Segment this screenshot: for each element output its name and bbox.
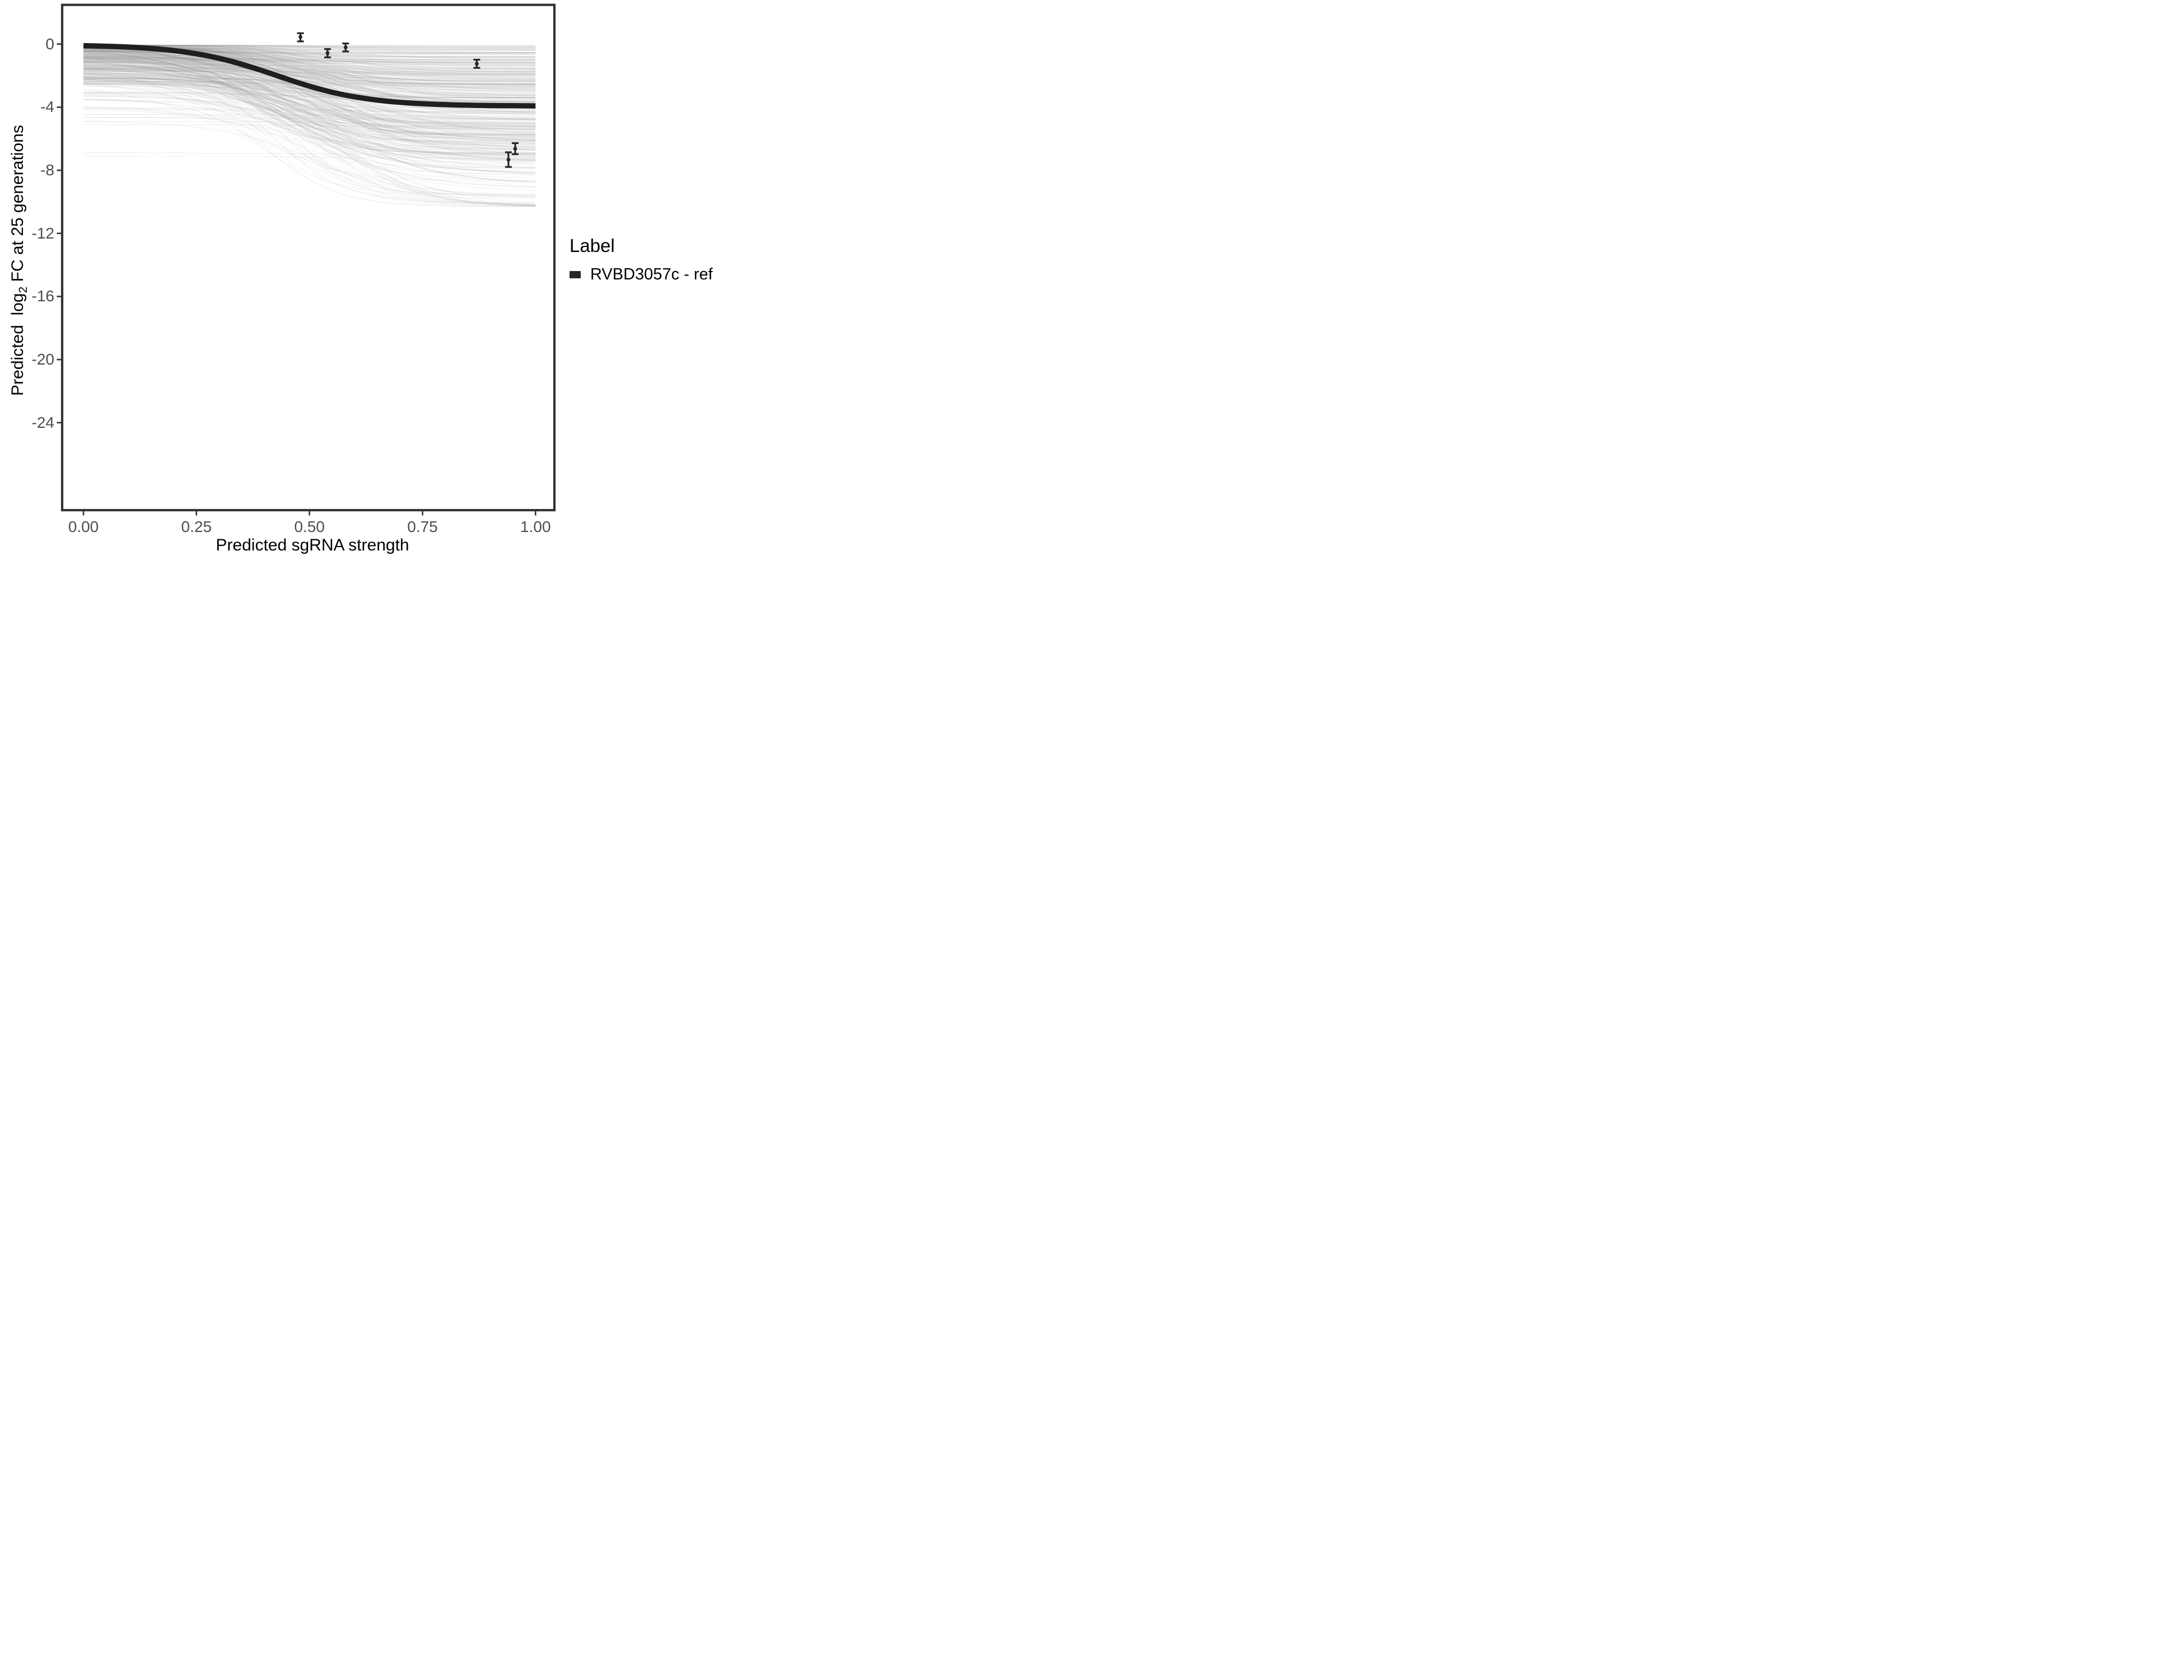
legend-entry: RVBD3057c - ref [570, 265, 713, 284]
y-tick-label: -20 [31, 351, 54, 368]
y-tick-label: -4 [40, 98, 54, 116]
y-tick-label: -16 [31, 287, 54, 305]
chart-figure: Predicted sgRNA strength Predicted log2 … [0, 0, 728, 560]
y-tick-label: -12 [31, 224, 54, 242]
error-bar-points [297, 32, 519, 168]
panel-border [60, 3, 556, 512]
y-tick-label: 0 [45, 35, 54, 53]
reference-curve [83, 43, 536, 109]
x-tick-label: 0.00 [68, 518, 99, 535]
legend-title: Label [570, 235, 615, 256]
x-tick-label: 1.00 [520, 518, 551, 535]
y-axis-title-suffix: FC at 25 generations [8, 125, 27, 287]
y-axis-title-prefix: Predicted log [8, 293, 27, 396]
x-tick-label: 0.25 [181, 518, 212, 535]
plot-area [57, 3, 556, 516]
legend-line-swatch [570, 271, 581, 278]
legend: Label RVBD3057c - ref [570, 234, 713, 284]
y-tick-label: -24 [31, 413, 54, 431]
y-axis-title: Predicted log2 FC at 25 generations [7, 8, 30, 512]
background-curves [83, 44, 536, 207]
x-axis-title: Predicted sgRNA strength [216, 536, 409, 554]
y-tick-label: -8 [40, 161, 54, 179]
axis-ticks [57, 43, 536, 516]
x-tick-label: 0.75 [407, 518, 438, 535]
x-tick-label: 0.50 [294, 518, 325, 535]
legend-entry-label: RVBD3057c - ref [590, 265, 713, 283]
